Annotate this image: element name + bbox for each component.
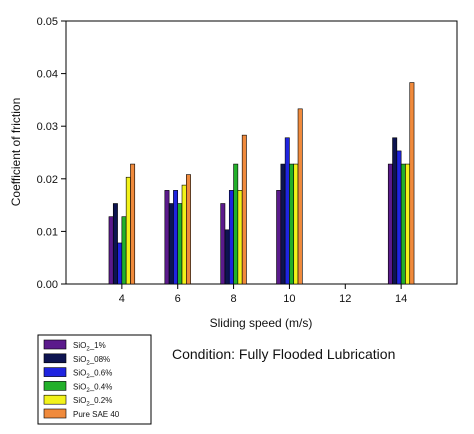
- bar: [396, 150, 402, 285]
- bar: [289, 163, 295, 285]
- y-tick-label: 0.03: [37, 121, 58, 133]
- legend-swatch: [43, 353, 67, 364]
- bar: [293, 163, 299, 285]
- x-axis-title: Sliding speed (m/s): [210, 316, 313, 330]
- bar: [297, 108, 303, 285]
- bar: [241, 134, 247, 285]
- bar: [233, 163, 239, 285]
- bar: [186, 174, 191, 285]
- bar: [405, 163, 411, 285]
- legend-swatch: [43, 381, 67, 391]
- legend-label: SiO2_1%: [73, 341, 106, 353]
- bar: [409, 82, 415, 285]
- bar: [387, 163, 393, 285]
- legend-label: Pure SAE 40: [73, 410, 120, 419]
- legend-swatch: [43, 367, 67, 377]
- x-tick-label: 6: [175, 293, 181, 305]
- legend-swatch: [43, 339, 67, 350]
- bar: [173, 190, 179, 285]
- bar: [237, 190, 243, 285]
- bar: [276, 190, 282, 285]
- bar: [121, 216, 127, 285]
- y-tick-label: 0.02: [37, 174, 58, 186]
- y-tick-label: 0.05: [37, 16, 58, 28]
- x-tick-label: 4: [119, 293, 125, 305]
- y-axis-title: Coefficient of friction: [9, 98, 23, 207]
- bar: [228, 190, 234, 285]
- bar: [112, 203, 118, 285]
- y-tick-label: 0.01: [37, 226, 58, 238]
- x-axis: 4 6 8 10 12 14: [119, 284, 407, 305]
- x-tick-label: 8: [231, 293, 237, 305]
- bar: [164, 190, 170, 285]
- bar: [284, 137, 290, 285]
- legend-label: SiO2_0.2%: [73, 396, 112, 408]
- bar: [177, 203, 183, 285]
- y-tick-label: 0.00: [37, 279, 58, 291]
- legend-swatch: [43, 394, 67, 405]
- bar: [224, 229, 230, 285]
- legend-label: SiO2_08%: [73, 355, 110, 367]
- bar: [400, 163, 406, 285]
- bar: [220, 203, 226, 285]
- y-tick-label: 0.04: [37, 69, 58, 81]
- bar: [117, 242, 123, 285]
- bar: [181, 184, 187, 285]
- bar: [125, 176, 131, 285]
- bar: [392, 137, 398, 285]
- legend-swatch: [43, 408, 67, 419]
- x-tick-label: 12: [339, 293, 351, 305]
- legend: SiO2_1% SiO2_08% SiO2_0.6%SiO2_0.4% SiO2_0.…: [37, 334, 152, 425]
- condition-annotation: Condition: Fully Flooded Lubrication: [172, 346, 395, 362]
- bars-layer: [108, 82, 415, 285]
- x-tick-label: 14: [395, 293, 407, 305]
- bar: [168, 203, 174, 285]
- legend-label: SiO2_0.6%: [73, 369, 112, 381]
- bar: [280, 163, 286, 285]
- bar: [108, 216, 114, 285]
- legend-label: SiO2_0.4%: [73, 382, 112, 394]
- x-tick-label: 10: [283, 293, 295, 305]
- bar: [130, 163, 136, 285]
- y-axis: 0.00 0.01 0.02 0.03 0.04 0.05: [37, 16, 66, 291]
